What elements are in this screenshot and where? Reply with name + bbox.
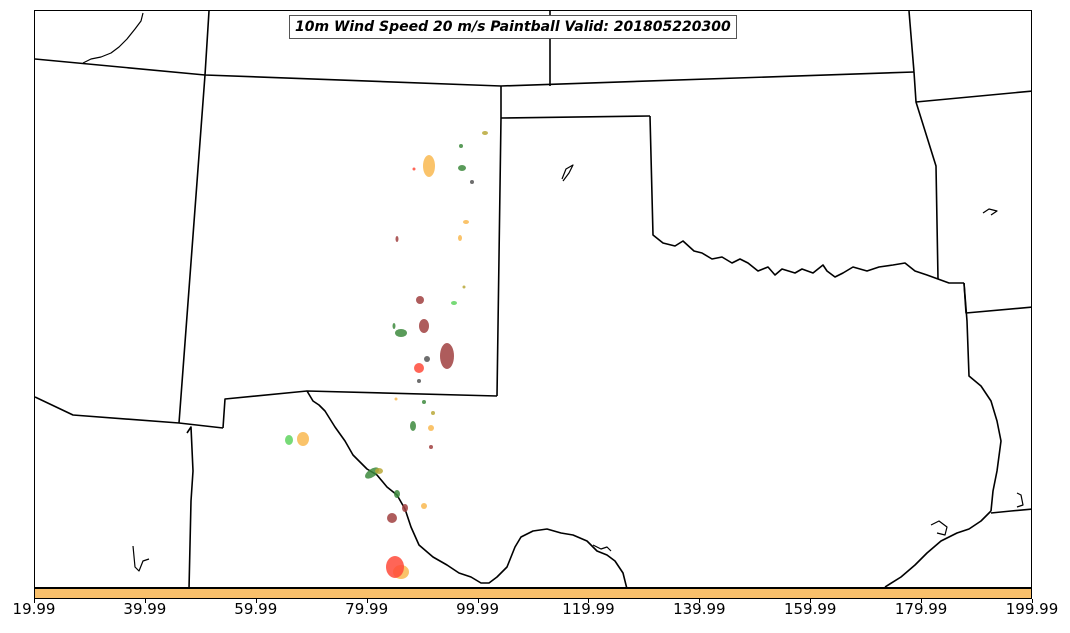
map-panel	[34, 10, 1032, 588]
blob-dark-red	[440, 343, 454, 369]
blob-dark-gray	[470, 180, 474, 184]
blob-orange	[421, 503, 427, 509]
bay-tx	[592, 544, 612, 552]
blob-dark-red	[395, 236, 399, 242]
blob-light-green	[451, 301, 457, 305]
blob-orange	[423, 155, 435, 177]
blob-orange	[458, 235, 462, 241]
state-boundaries	[35, 11, 1031, 587]
blob-light-green	[285, 435, 293, 445]
border-ar-la	[963, 282, 1031, 314]
blob-dark-red	[416, 296, 424, 304]
colorbar-tick-mark	[1032, 599, 1033, 603]
border-ar-mo	[913, 71, 1031, 103]
blob-green	[394, 490, 400, 498]
paintball-blobs	[285, 29, 488, 579]
galveston-bay	[930, 520, 948, 536]
blob-orange	[428, 425, 434, 431]
lake-kansas	[561, 164, 574, 182]
border-tx-la	[963, 282, 1002, 512]
map-canvas	[35, 11, 1031, 587]
colorbar-tick-label: 39.99	[123, 600, 167, 618]
colorbar-tick-mark	[255, 599, 257, 603]
blob-dark-red	[419, 319, 429, 333]
blob-red	[412, 167, 416, 171]
blob-green	[392, 323, 396, 329]
border-utah-co	[178, 11, 210, 424]
border-ks-ne	[500, 71, 915, 87]
blob-red	[386, 556, 404, 578]
colorbar-tick-label: 139.99	[673, 600, 726, 618]
map-title: 10m Wind Speed 20 m/s Paintball Valid: 2…	[289, 15, 737, 39]
blob-orange	[297, 432, 309, 446]
colorbar-tick-mark	[588, 599, 590, 603]
border-nm-tx	[306, 390, 628, 587]
colorbar-tick-mark	[477, 599, 479, 603]
lake-ar	[982, 208, 998, 216]
colorbar-tick-label: 59.99	[234, 600, 278, 618]
wa-coast	[82, 12, 144, 64]
border-ok-ar	[915, 101, 939, 280]
blob-dark-red	[402, 504, 408, 512]
blob-green	[459, 144, 463, 148]
border-az-nm-lower	[178, 422, 224, 429]
blob-dark-red	[429, 445, 433, 449]
blob-orange	[463, 220, 469, 224]
border-mo-ar-west	[908, 11, 915, 73]
la-coast	[990, 508, 1031, 514]
colorbar-tick-label: 119.99	[562, 600, 615, 618]
border-az-nm	[186, 426, 194, 587]
blob-olive	[462, 285, 466, 289]
colorbar-tick-mark	[366, 599, 368, 603]
sabine-lake	[1016, 492, 1024, 508]
lake-salton	[132, 545, 150, 572]
colorbar-tick-mark	[921, 599, 923, 603]
blob-dark-gray	[417, 379, 421, 383]
blob-olive	[375, 468, 383, 474]
blob-olive	[431, 411, 435, 415]
colorbar-tick-mark	[34, 599, 35, 603]
blob-olive	[482, 131, 488, 135]
blob-green	[458, 165, 466, 171]
border-nv-az	[35, 396, 180, 424]
colorbar-tick-mark	[699, 599, 701, 603]
colorbar-tick-label: 19.99	[12, 600, 56, 618]
border-ok-tx-panhandle	[649, 115, 964, 284]
border-ks-ok	[500, 115, 651, 119]
blob-red	[414, 363, 424, 373]
colorbar-tick-label: 159.99	[783, 600, 837, 618]
blob-green	[410, 421, 416, 431]
tx-coast	[884, 510, 992, 587]
colorbar-tick-mark	[810, 599, 812, 603]
colorbar-tick-mark	[144, 599, 146, 603]
colorbar-tick-label: 199.99	[1005, 600, 1059, 618]
blob-green	[422, 400, 426, 404]
blob-dark-gray	[424, 356, 430, 362]
colorbar	[34, 588, 1032, 599]
blob-orange	[394, 397, 398, 401]
blob-dark-red	[387, 513, 397, 523]
colorbar-tick-label: 79.99	[345, 600, 389, 618]
blob-green	[395, 329, 407, 337]
colorbar-tick-label: 99.99	[456, 600, 500, 618]
border-ks-co	[496, 86, 502, 397]
border-nm-mexico	[222, 390, 308, 429]
colorbar-tick-label: 179.99	[894, 600, 948, 618]
border-co-wy	[35, 58, 502, 87]
